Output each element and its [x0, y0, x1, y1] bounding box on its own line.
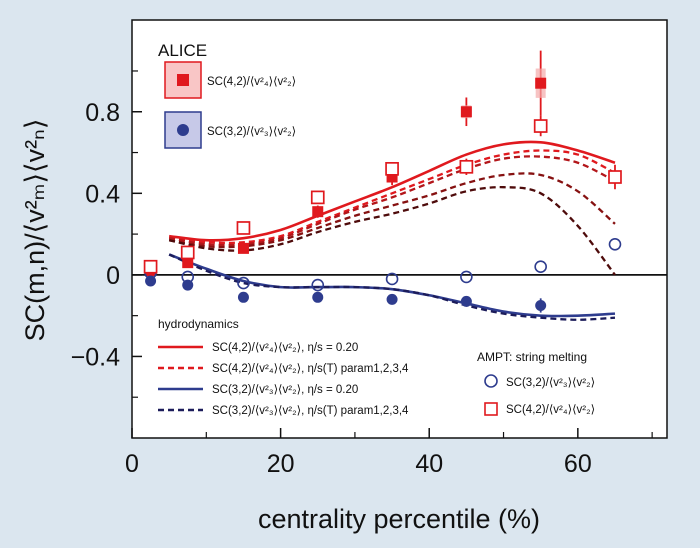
y-tick-label: 0.8: [85, 99, 120, 127]
legend-hydro-label-3: SC(3,2)/⟨v²₃⟩⟨v²₂⟩, η/s = 0.20: [212, 383, 358, 396]
x-tick-label: 0: [125, 450, 139, 478]
point-ampt-sc42: [533, 119, 548, 133]
y-tick-label: 0.4: [85, 180, 120, 208]
point-ampt-sc42: [608, 170, 622, 184]
x-axis-label: centrality percentile (%): [258, 504, 540, 534]
ticks: −0.4 0 0.4 0.8 0 20 40 60: [71, 70, 653, 478]
legend-ampt-label-1: SC(3,2)/⟨v²₃⟩⟨v²₂⟩: [506, 376, 595, 389]
point-alice-sc32: [237, 291, 249, 303]
y-tick-label: −0.4: [71, 343, 120, 371]
curve-10: [168, 253, 616, 321]
legend-hydro-label-2: SC(4,2)/⟨v²₄⟩⟨v²₂⟩, η/s(T) param1,2,3,4: [212, 362, 409, 375]
legend-ampt: AMPT: string melting SC(3,2)/⟨v²₃⟩⟨v²₂⟩ …: [477, 350, 595, 416]
curve-4: [169, 140, 616, 242]
y-tick-label: 0: [106, 262, 120, 290]
point-ampt-sc42: [143, 259, 158, 274]
data-points: [143, 50, 622, 313]
point-alice-sc32: [535, 299, 547, 311]
legend-alice-label-1: SC(4,2)/⟨v²₄⟩⟨v²₂⟩: [207, 75, 296, 88]
point-alice-sc32: [460, 295, 472, 307]
legend-alice-label-2: SC(3,2)/⟨v²₃⟩⟨v²₂⟩: [207, 125, 296, 138]
plot-area: [131, 19, 668, 439]
point-alice-sc42: [460, 106, 472, 118]
legend-hydro-label-1: SC(4,2)/⟨v²₄⟩⟨v²₂⟩, η/s = 0.20: [212, 341, 358, 354]
point-alice-sc32: [386, 293, 398, 305]
point-ampt-sc32: [385, 272, 399, 286]
legend-alice-marker-square: [177, 74, 189, 86]
point-alice-sc42: [182, 257, 194, 269]
x-tick-label: 60: [564, 450, 592, 478]
point-ampt-sc32: [311, 278, 325, 292]
legend-ampt-title: AMPT: string melting: [477, 350, 587, 364]
point-ampt-sc32: [608, 237, 622, 251]
point-ampt-sc32: [181, 270, 195, 284]
legend-alice: ALICE SC(4,2)/⟨v²₄⟩⟨v²₂⟩ SC(3,2)/⟨v²₃⟩⟨v…: [158, 41, 296, 149]
point-alice-sc42: [386, 171, 398, 183]
curve-5: [169, 149, 616, 245]
legend-hydro: hydrodynamics SC(4,2)/⟨v²₄⟩⟨v²₂⟩, η/s = …: [158, 317, 409, 417]
point-ampt-sc42: [180, 245, 195, 260]
legend-hydro-title: hydrodynamics: [158, 317, 239, 331]
point-alice-sc32: [312, 291, 324, 303]
point-alice-sc42: [237, 242, 249, 254]
point-ampt-sc32: [460, 270, 473, 284]
y-axis-label: SC(m,n)/⟨v²ₘ⟩⟨v²ₙ⟩: [20, 119, 50, 342]
point-ampt-sc42: [310, 190, 325, 205]
point-ampt-sc42: [385, 161, 399, 176]
point-ampt-sc42: [236, 221, 251, 235]
point-ampt-sc32: [237, 276, 250, 290]
point-ampt-sc42: [459, 159, 474, 174]
legend-hydro-label-4: SC(3,2)/⟨v²₃⟩⟨v²₂⟩, η/s(T) param1,2,3,4: [212, 404, 409, 417]
legend-ampt-marker-circle: [484, 374, 498, 388]
legend-ampt-marker-square: [484, 402, 498, 416]
legend-alice-title: ALICE: [158, 41, 207, 60]
point-alice-sc42: [535, 77, 547, 89]
point-alice-sc42: [312, 206, 324, 218]
x-tick-label: 40: [415, 450, 443, 478]
legend-alice-marker-circle: [177, 124, 189, 136]
curve-9: [168, 253, 616, 318]
legend-ampt-label-2: SC(4,2)/⟨v²₄⟩⟨v²₂⟩: [506, 403, 595, 416]
point-ampt-sc32: [534, 260, 547, 274]
x-tick-label: 20: [267, 450, 295, 478]
